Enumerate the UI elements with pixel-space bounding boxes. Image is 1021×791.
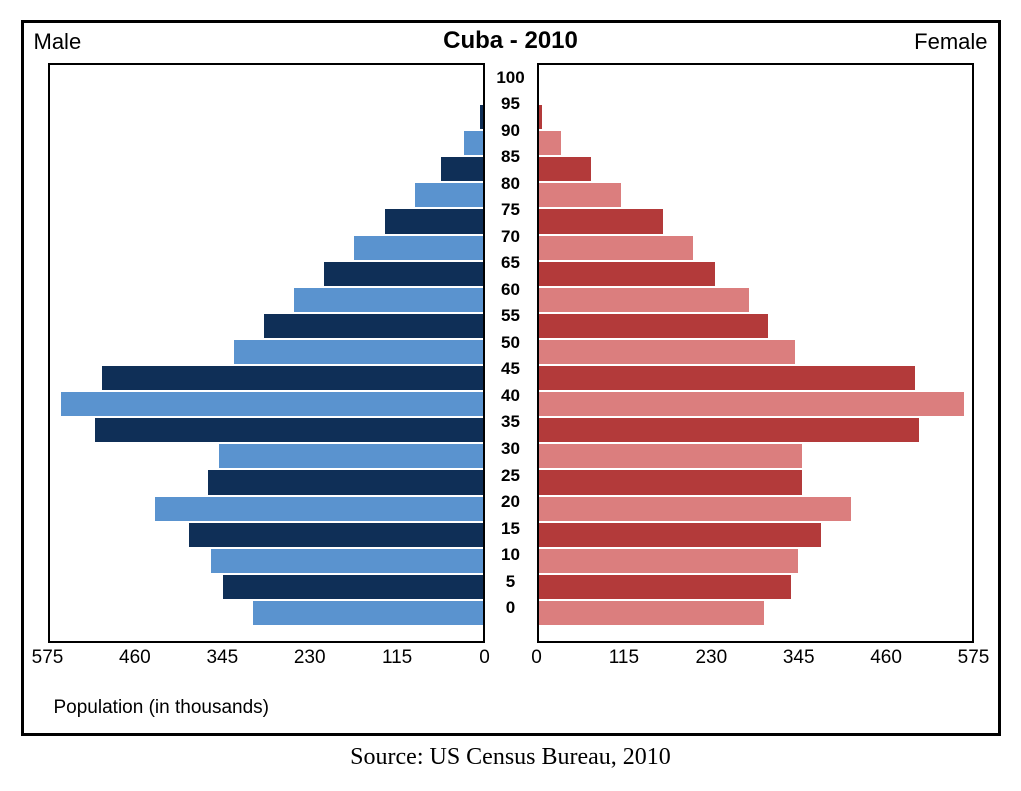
male-bar bbox=[219, 444, 483, 468]
age-tick: 35 bbox=[485, 413, 537, 430]
female-bar bbox=[539, 366, 916, 390]
age-tick: 80 bbox=[485, 175, 537, 192]
age-tick: 30 bbox=[485, 440, 537, 457]
age-tick: 15 bbox=[485, 520, 537, 537]
male-bar bbox=[253, 601, 483, 625]
x-axis: 5754603452301150 0115230345460575 bbox=[48, 647, 974, 677]
age-tick: 75 bbox=[485, 201, 537, 218]
x-tick: 345 bbox=[783, 647, 815, 669]
female-bar bbox=[539, 131, 562, 155]
male-panel bbox=[48, 63, 485, 643]
age-tick: 20 bbox=[485, 493, 537, 510]
male-bar bbox=[189, 523, 483, 547]
male-bar bbox=[441, 157, 482, 181]
female-bar bbox=[539, 262, 716, 286]
title-row: Male Cuba - 2010 Female bbox=[24, 29, 998, 59]
female-bar bbox=[539, 575, 791, 599]
female-bar bbox=[539, 392, 964, 416]
male-bar bbox=[208, 470, 483, 494]
x-tick: 0 bbox=[479, 647, 490, 669]
male-bar bbox=[211, 549, 482, 573]
male-bar bbox=[102, 366, 482, 390]
female-bar bbox=[539, 183, 622, 207]
age-tick: 50 bbox=[485, 334, 537, 351]
x-tick: 0 bbox=[531, 647, 542, 669]
female-bar bbox=[539, 470, 803, 494]
age-tick: 90 bbox=[485, 122, 537, 139]
age-tick: 85 bbox=[485, 148, 537, 165]
x-tick: 230 bbox=[695, 647, 727, 669]
male-bar bbox=[61, 392, 483, 416]
age-tick: 5 bbox=[485, 573, 537, 590]
male-bar bbox=[234, 340, 483, 364]
female-bar bbox=[539, 444, 803, 468]
x-tick: 460 bbox=[119, 647, 151, 669]
female-bar bbox=[539, 157, 592, 181]
male-bar bbox=[223, 575, 483, 599]
age-tick: 0 bbox=[485, 599, 537, 616]
source-citation: Source: US Census Bureau, 2010 bbox=[21, 744, 1001, 771]
female-label: Female bbox=[914, 29, 987, 55]
age-tick: 95 bbox=[485, 95, 537, 112]
female-bar bbox=[539, 497, 852, 521]
female-bar bbox=[539, 236, 693, 260]
male-bar bbox=[415, 183, 483, 207]
male-bar bbox=[354, 236, 482, 260]
chart-title: Cuba - 2010 bbox=[24, 27, 998, 55]
age-tick: 100 bbox=[485, 69, 537, 86]
age-tick: 10 bbox=[485, 546, 537, 563]
x-tick: 115 bbox=[382, 647, 412, 669]
x-tick: 115 bbox=[609, 647, 639, 669]
female-bar bbox=[539, 340, 795, 364]
population-pyramid: Male Cuba - 2010 Female 1009590858075706… bbox=[21, 20, 1001, 736]
age-tick: 45 bbox=[485, 360, 537, 377]
age-tick: 60 bbox=[485, 281, 537, 298]
age-tick: 55 bbox=[485, 307, 537, 324]
age-tick: 40 bbox=[485, 387, 537, 404]
male-bar bbox=[95, 418, 483, 442]
male-bar bbox=[324, 262, 482, 286]
male-bar bbox=[385, 209, 483, 233]
male-bar bbox=[294, 288, 482, 312]
age-tick: 25 bbox=[485, 467, 537, 484]
x-tick: 575 bbox=[958, 647, 990, 669]
female-bar bbox=[539, 418, 919, 442]
age-tick: 65 bbox=[485, 254, 537, 271]
male-bar bbox=[480, 105, 483, 129]
age-tick: 70 bbox=[485, 228, 537, 245]
male-bar bbox=[155, 497, 483, 521]
x-tick: 460 bbox=[870, 647, 902, 669]
male-bar bbox=[264, 314, 482, 338]
female-bar bbox=[539, 314, 769, 338]
age-axis: 1009590858075706560555045403530252015105… bbox=[485, 63, 537, 643]
female-bar bbox=[539, 288, 750, 312]
x-tick: 575 bbox=[32, 647, 64, 669]
female-bar bbox=[539, 523, 821, 547]
female-bar bbox=[539, 105, 543, 129]
x-axis-label: Population (in thousands) bbox=[54, 697, 269, 719]
male-bar bbox=[464, 131, 483, 155]
x-tick: 230 bbox=[294, 647, 326, 669]
female-bar bbox=[539, 549, 799, 573]
female-panel bbox=[537, 63, 974, 643]
female-bar bbox=[539, 209, 663, 233]
female-bar bbox=[539, 601, 765, 625]
x-tick: 345 bbox=[206, 647, 238, 669]
